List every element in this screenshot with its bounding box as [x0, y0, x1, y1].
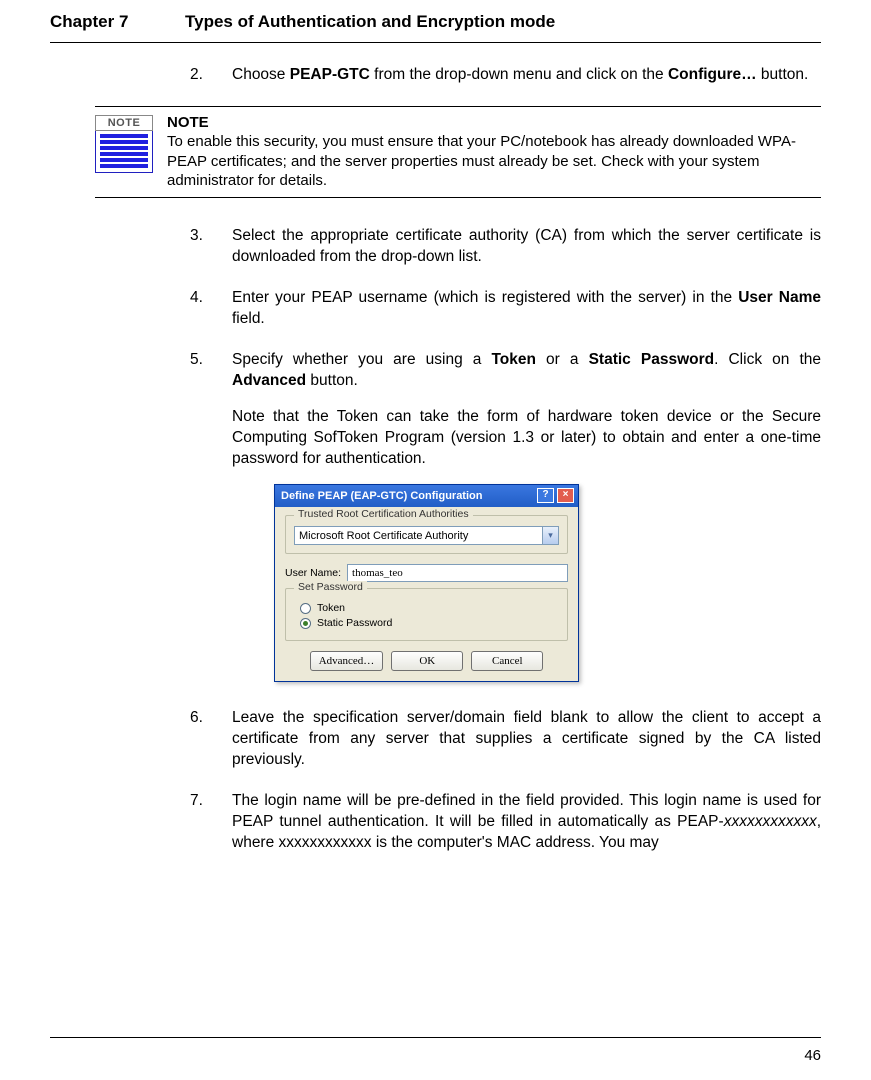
step-2: 2. Choose PEAP-GTC from the drop-down me…: [190, 65, 821, 86]
dialog-button-row: Advanced… OK Cancel: [285, 651, 568, 671]
step-number: 7.: [190, 791, 203, 812]
radio-static-password[interactable]: Static Password: [300, 617, 559, 629]
text-fragment: button.: [757, 66, 809, 83]
step-number: 3.: [190, 226, 203, 247]
chapter-number: Chapter 7: [50, 12, 185, 32]
step-7: 7. The login name will be pre-defined in…: [190, 791, 821, 854]
step-number: 4.: [190, 288, 203, 309]
advanced-button[interactable]: Advanced…: [310, 651, 384, 671]
chevron-down-icon: ▾: [542, 527, 558, 544]
username-label: User Name:: [285, 567, 341, 579]
ca-group-label: Trusted Root Certification Authorities: [294, 508, 473, 520]
text-fragment: from the drop-down menu and click on the: [370, 66, 668, 83]
ca-dropdown-value: Microsoft Root Certificate Authority: [299, 530, 468, 542]
note-heading: NOTE: [167, 113, 821, 133]
chapter-title: Types of Authentication and Encryption m…: [185, 12, 555, 31]
radio-token[interactable]: Token: [300, 602, 559, 614]
text-fragment: Choose: [232, 66, 290, 83]
text-fragment: field.: [232, 310, 265, 327]
radio-icon: [300, 603, 311, 614]
dialog-title: Define PEAP (EAP-GTC) Configuration: [281, 490, 534, 502]
password-group-label: Set Password: [294, 581, 367, 593]
ca-dropdown[interactable]: Microsoft Root Certificate Authority ▾: [294, 526, 559, 545]
chapter-header: Chapter 7Types of Authentication and Enc…: [50, 12, 821, 43]
step-text: Select the appropriate certificate autho…: [232, 227, 821, 265]
text-fragment: button.: [306, 372, 358, 389]
step-text: Leave the specification server/domain fi…: [232, 709, 821, 768]
ca-groupbox: Trusted Root Certification Authorities M…: [285, 515, 568, 554]
cancel-button[interactable]: Cancel: [471, 651, 543, 671]
username-input[interactable]: [347, 564, 568, 582]
bold-term: Token: [491, 351, 536, 368]
note-body: To enable this security, you must ensure…: [167, 132, 821, 191]
password-groupbox: Set Password Token Static Password: [285, 588, 568, 641]
step-4: 4. Enter your PEAP username (which is re…: [190, 288, 821, 330]
note-icon-label: NOTE: [95, 115, 153, 131]
dialog-screenshot: Define PEAP (EAP-GTC) Configuration ? × …: [274, 484, 821, 682]
text-fragment: Enter your PEAP username (which is regis…: [232, 289, 738, 306]
bold-term: Advanced: [232, 372, 306, 389]
note-box: NOTE NOTE To enable this security, you m…: [95, 106, 821, 198]
ok-button[interactable]: OK: [391, 651, 463, 671]
radio-static-label: Static Password: [317, 617, 392, 629]
page-number: 46: [804, 1047, 821, 1064]
bold-term: Static Password: [589, 351, 715, 368]
text-fragment: . Click on the: [714, 351, 821, 368]
step-5-subnote: Note that the Token can take the form of…: [232, 407, 821, 470]
step-number: 6.: [190, 708, 203, 729]
bold-term: PEAP-GTC: [290, 66, 370, 83]
peap-dialog: Define PEAP (EAP-GTC) Configuration ? × …: [274, 484, 579, 682]
step-3: 3. Select the appropriate certificate au…: [190, 226, 821, 268]
step-6: 6. Leave the specification server/domain…: [190, 708, 821, 771]
radio-icon: [300, 618, 311, 629]
step-number: 5.: [190, 350, 203, 371]
radio-token-label: Token: [317, 602, 345, 614]
text-fragment: or a: [536, 351, 589, 368]
help-button[interactable]: ?: [537, 488, 554, 503]
note-icon: NOTE: [95, 113, 153, 191]
step-5: 5. Specify whether you are using a Token…: [190, 350, 821, 683]
text-fragment: Specify whether you are using a: [232, 351, 491, 368]
italic-term: xxxxxxxxxxxx: [724, 813, 817, 830]
username-row: User Name:: [285, 564, 568, 582]
close-button[interactable]: ×: [557, 488, 574, 503]
dialog-titlebar: Define PEAP (EAP-GTC) Configuration ? ×: [275, 485, 578, 507]
step-number: 2.: [190, 65, 203, 86]
footer-rule: [50, 1037, 821, 1038]
note-text: NOTE To enable this security, you must e…: [167, 113, 821, 191]
bold-term: User Name: [738, 289, 821, 306]
bold-term: Configure…: [668, 66, 757, 83]
